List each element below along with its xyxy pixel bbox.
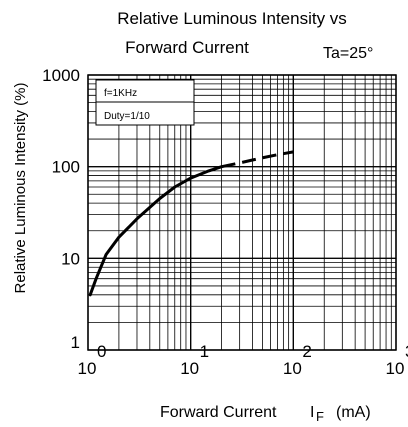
- x-tick-label: 101: [180, 342, 209, 378]
- x-tick-base: 10: [180, 359, 199, 378]
- legend: f=1KHz Duty=1/10: [95, 79, 195, 126]
- x-tick-base: 10: [386, 359, 405, 378]
- chart-title-line1: Relative Luminous Intensity vs: [117, 9, 347, 28]
- x-axis-subscript: F: [316, 409, 324, 424]
- x-tick-base: 10: [283, 359, 302, 378]
- legend-line-2: Duty=1/10: [104, 111, 150, 122]
- y-axis-title: Relative Luminous Intensity (%): [12, 83, 29, 294]
- x-axis-unit: (mA): [336, 404, 371, 421]
- series-line-dashed: [221, 150, 294, 169]
- series-group: [88, 150, 294, 297]
- series-line-solid: [88, 165, 224, 297]
- y-tick-label: 10: [61, 249, 80, 268]
- x-tick-exponent: 3: [405, 342, 408, 361]
- x-tick-label: 103: [386, 342, 408, 378]
- x-tick-base: 10: [78, 359, 97, 378]
- x-tick-label: 100: [78, 342, 107, 378]
- svg-text:Relative Luminous Intensity (%: Relative Luminous Intensity (%): [12, 83, 29, 294]
- x-axis-label: Forward Current: [160, 404, 277, 421]
- y-tick-label: 1000: [42, 66, 80, 85]
- y-tick-label: 100: [52, 158, 80, 177]
- x-tick-exponent: 0: [97, 342, 106, 361]
- grid: [87, 74, 397, 351]
- chart-title-line2: Forward Current: [125, 38, 249, 57]
- y-axis-unit: (%): [12, 83, 29, 106]
- x-tick-exponent: 1: [200, 342, 209, 361]
- x-tick-label: 102: [283, 342, 312, 378]
- temperature-condition: Ta=25°: [323, 45, 373, 62]
- y-tick-label: 1: [71, 333, 80, 352]
- legend-line-1: f=1KHz: [104, 88, 137, 99]
- tick-labels: 1001011021031101001000: [42, 66, 408, 378]
- plot-frame: [87, 74, 397, 351]
- y-axis-label: Relative Luminous Intensity: [12, 110, 29, 294]
- x-axis-unit-group: I F (mA): [310, 404, 371, 424]
- x-axis-symbol: I: [310, 404, 314, 421]
- x-tick-exponent: 2: [302, 342, 311, 361]
